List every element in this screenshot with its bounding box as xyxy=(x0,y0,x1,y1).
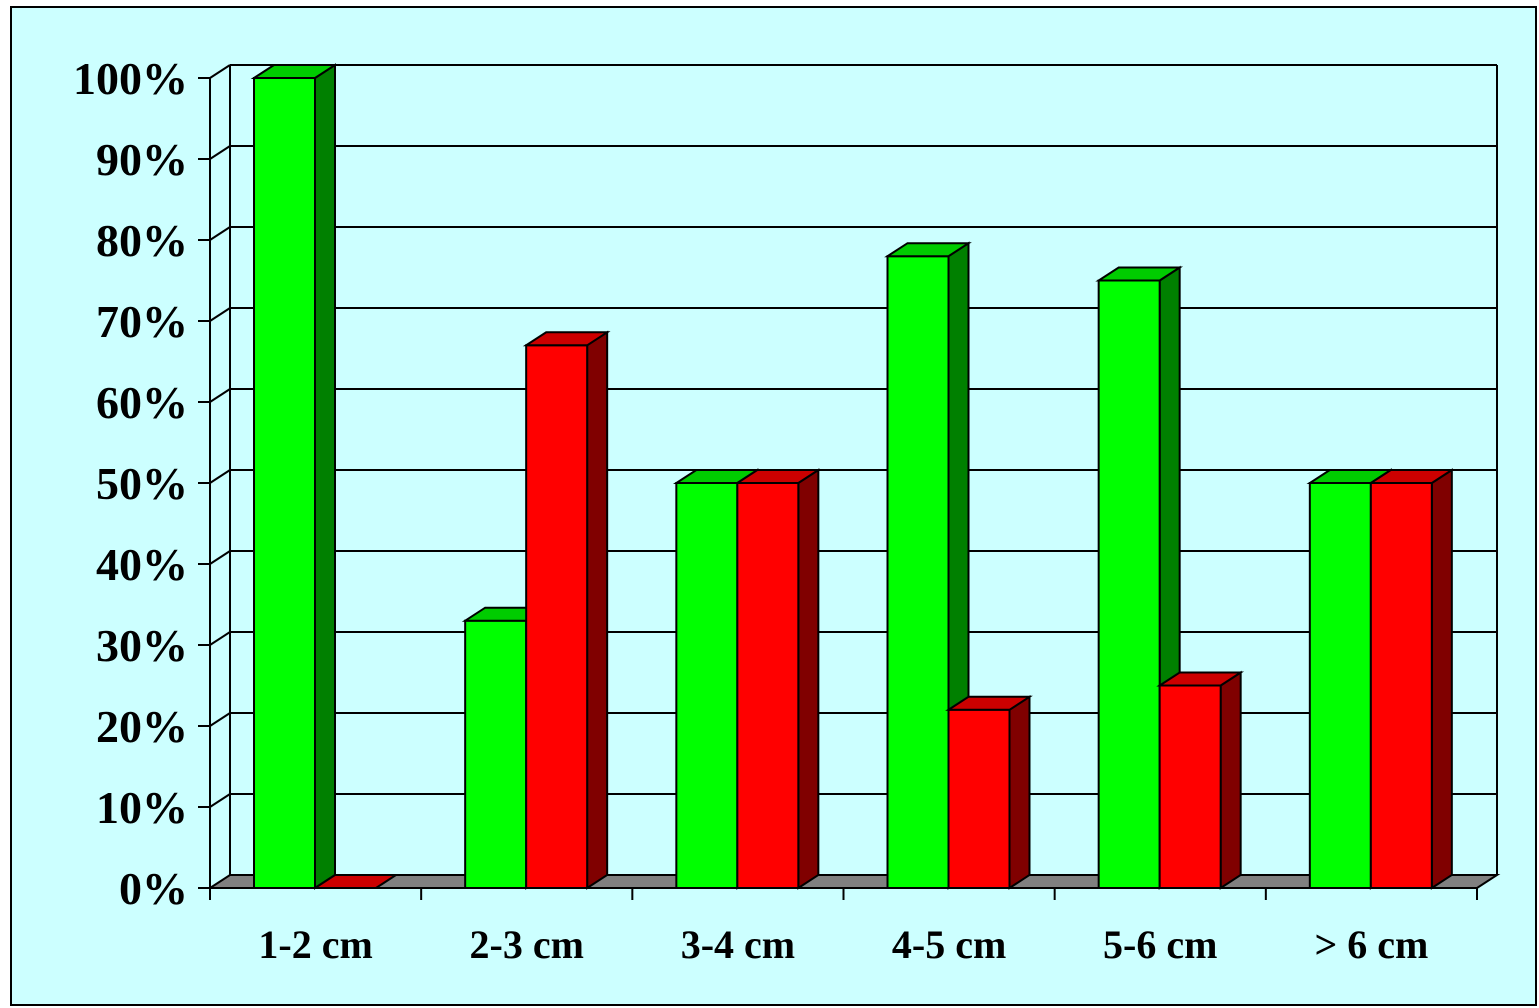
gridline-side xyxy=(209,631,231,646)
bar-front-face xyxy=(253,77,316,889)
gridline-side xyxy=(209,388,231,403)
bar-front-face xyxy=(1308,482,1372,889)
x-category-label: 5-6 cm xyxy=(1103,922,1217,967)
bar-front-face xyxy=(1097,279,1161,889)
y-axis: 0% 10% 20% 30% 40% 50% 60% 70% 80% 90% 100% xyxy=(73,53,210,914)
y-tick-label: 10% xyxy=(96,782,188,833)
bar-front-face xyxy=(464,619,528,889)
bar-side-face xyxy=(1008,694,1031,890)
bar-side-face xyxy=(1430,468,1453,890)
gridline-side xyxy=(209,226,231,241)
x-category-label: 2-3 cm xyxy=(470,922,584,967)
bar-front-face xyxy=(675,482,739,889)
gridline-side xyxy=(209,550,231,565)
x-category-label: 4-5 cm xyxy=(892,922,1006,967)
x-category-label: 1-2 cm xyxy=(258,922,372,967)
y-tick-label: 70% xyxy=(96,296,188,347)
bar xyxy=(1367,468,1456,890)
bar-top-face xyxy=(250,64,339,79)
gridline-side xyxy=(209,307,231,322)
bars xyxy=(250,63,1456,890)
y-tick-label: 80% xyxy=(96,215,188,266)
gridline-side xyxy=(209,793,231,808)
bar-top-face xyxy=(311,874,400,889)
bar-top-face xyxy=(522,331,611,347)
bar-top-face xyxy=(884,242,972,258)
bar-front-face xyxy=(525,344,589,889)
bar-top-face xyxy=(733,469,822,484)
y-tick-label: 100% xyxy=(73,53,188,104)
bar xyxy=(311,874,400,889)
bar-top-face xyxy=(1095,266,1184,282)
bar-front-face xyxy=(1158,684,1222,889)
bar-front-face xyxy=(947,708,1011,889)
x-category-label: 3-4 cm xyxy=(681,922,795,967)
bar-side-face xyxy=(586,330,609,890)
y-tick-label: 40% xyxy=(96,539,188,590)
x-axis: 1-2 cm 2-3 cm 3-4 cm 4-5 cm 5-6 cm > 6 cm xyxy=(209,887,1478,967)
gridline-side xyxy=(209,64,231,79)
bar xyxy=(1156,670,1245,890)
x-category-label: > 6 cm xyxy=(1314,922,1428,967)
bar-front-face xyxy=(736,482,800,889)
bar xyxy=(733,468,822,890)
bar-top-face xyxy=(1367,469,1456,484)
y-tick-label: 90% xyxy=(96,134,188,185)
gridline-side xyxy=(209,145,231,160)
bar-front-face xyxy=(886,255,950,889)
chart-floor xyxy=(206,874,1501,889)
bar xyxy=(522,330,611,890)
bar-top-face xyxy=(1156,671,1245,687)
gridline-side xyxy=(209,712,231,727)
bar xyxy=(945,694,1033,890)
bar-top-face xyxy=(945,695,1033,711)
bar-side-face xyxy=(314,63,336,890)
bar xyxy=(1095,265,1184,890)
y-tick-label: 60% xyxy=(96,377,188,428)
y-tick-label: 50% xyxy=(96,458,188,509)
bar xyxy=(250,63,339,890)
bar-side-face xyxy=(1219,670,1242,890)
y-tick-label: 20% xyxy=(96,701,188,752)
bar-side-face xyxy=(797,468,820,890)
grid-lines xyxy=(209,64,1498,888)
y-tick-label: 0% xyxy=(119,863,188,914)
gridline-side xyxy=(209,469,231,484)
bar-front-face xyxy=(1369,482,1433,889)
y-tick-label: 30% xyxy=(96,620,188,671)
